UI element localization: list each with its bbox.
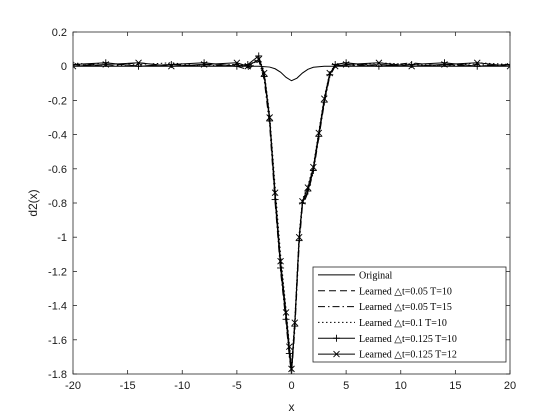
series-6-point <box>473 59 481 67</box>
y-tick-label: 0.2 <box>52 27 67 39</box>
x-tick-label: -5 <box>232 380 242 392</box>
legend-label: Learned △t=0.05 T=15 <box>359 302 452 313</box>
series-6-line <box>73 58 510 369</box>
series-6-point <box>135 59 142 67</box>
series-5-point <box>375 62 383 70</box>
legend-label: Original <box>359 270 393 281</box>
legend-marker <box>333 350 340 358</box>
legend-item: Learned △t=0.125 T=10 <box>318 334 457 345</box>
series-5-point <box>135 62 143 70</box>
x-tick-label: 5 <box>343 380 349 392</box>
y-tick-label: -1.2 <box>48 266 67 278</box>
legend-box <box>312 266 507 363</box>
series-6-point <box>315 129 323 137</box>
y-tick-label: -0.6 <box>48 164 67 176</box>
series-6-point <box>299 197 306 205</box>
x-tick-label: 20 <box>504 380 516 392</box>
legend: Original Learned △t=0.05 T=10 Learned △t=0… <box>312 266 507 363</box>
series-5-point <box>255 52 263 60</box>
series-6-point <box>277 257 284 265</box>
series-6-point <box>291 319 299 327</box>
series-6-point <box>73 62 77 70</box>
y-tick-label: -0.2 <box>48 95 67 107</box>
series-6-point <box>260 69 268 77</box>
series-6-point <box>200 61 208 68</box>
series-6-point <box>295 233 303 241</box>
series-6-point <box>326 69 334 77</box>
x-tick-label: -20 <box>65 380 81 392</box>
x-tick-label: -15 <box>120 380 136 392</box>
series-6-point <box>375 59 383 67</box>
series-5-point <box>473 62 481 70</box>
series-6-point <box>310 163 317 171</box>
y-tick-label: -0.8 <box>48 198 67 210</box>
y-tick-label: -1.8 <box>48 369 67 381</box>
y-tick-label: -1.6 <box>48 335 67 347</box>
series-6-point <box>408 62 415 70</box>
legend-marker <box>333 334 340 342</box>
series-6-point <box>168 62 175 70</box>
x-tick-label: -10 <box>174 380 190 392</box>
series-layer <box>73 52 510 374</box>
series-6-point <box>271 189 279 197</box>
y-tick-label: 0 <box>61 61 67 73</box>
x-tick-label: 15 <box>449 380 461 392</box>
series-6-point <box>304 184 312 191</box>
ticks-layer: -20 -15 -10 -5 0 5 10 15 20 0.2 0 -0.2 -0.4 -0.6 -0.8 -… <box>48 27 516 392</box>
y-axis-label: d2(x) <box>26 189 40 216</box>
series-6-point <box>441 61 448 68</box>
legend-item: Learned △t=0.05 T=10 <box>318 286 452 297</box>
legend-item: Learned △t=0.05 T=15 <box>318 302 452 313</box>
series-6-point <box>331 62 339 70</box>
x-axis-label: x <box>289 400 295 414</box>
series-6-point <box>266 114 273 121</box>
legend-item: Original <box>318 270 393 281</box>
legend-item: Learned △t=0.1 T=10 <box>318 318 447 329</box>
series-6-point <box>102 61 110 68</box>
legend-label: Learned △t=0.05 T=10 <box>359 286 452 297</box>
x-tick-label: 0 <box>288 380 294 392</box>
series-6-point <box>285 343 293 350</box>
legend-label: Learned △t=0.125 T=12 <box>359 350 457 361</box>
series-6-point <box>233 59 241 67</box>
legend-label: Learned △t=0.125 T=10 <box>359 334 457 345</box>
series-6-point <box>342 61 350 68</box>
series-6-point <box>244 62 252 70</box>
series-6-point <box>320 95 328 103</box>
legend-item: Learned △t=0.125 T=12 <box>318 350 457 361</box>
series-6-point <box>282 309 290 316</box>
series-6-point <box>506 62 510 70</box>
x-tick-label: 10 <box>395 380 407 392</box>
series-5-point <box>233 62 241 70</box>
series-6-point <box>255 56 263 63</box>
y-tick-label: -1.4 <box>48 301 67 313</box>
legend-label: Learned △t=0.1 T=10 <box>359 318 447 329</box>
series-6-point <box>288 365 295 373</box>
y-tick-label: -0.4 <box>48 130 67 142</box>
y-tick-label: -1 <box>57 232 67 244</box>
